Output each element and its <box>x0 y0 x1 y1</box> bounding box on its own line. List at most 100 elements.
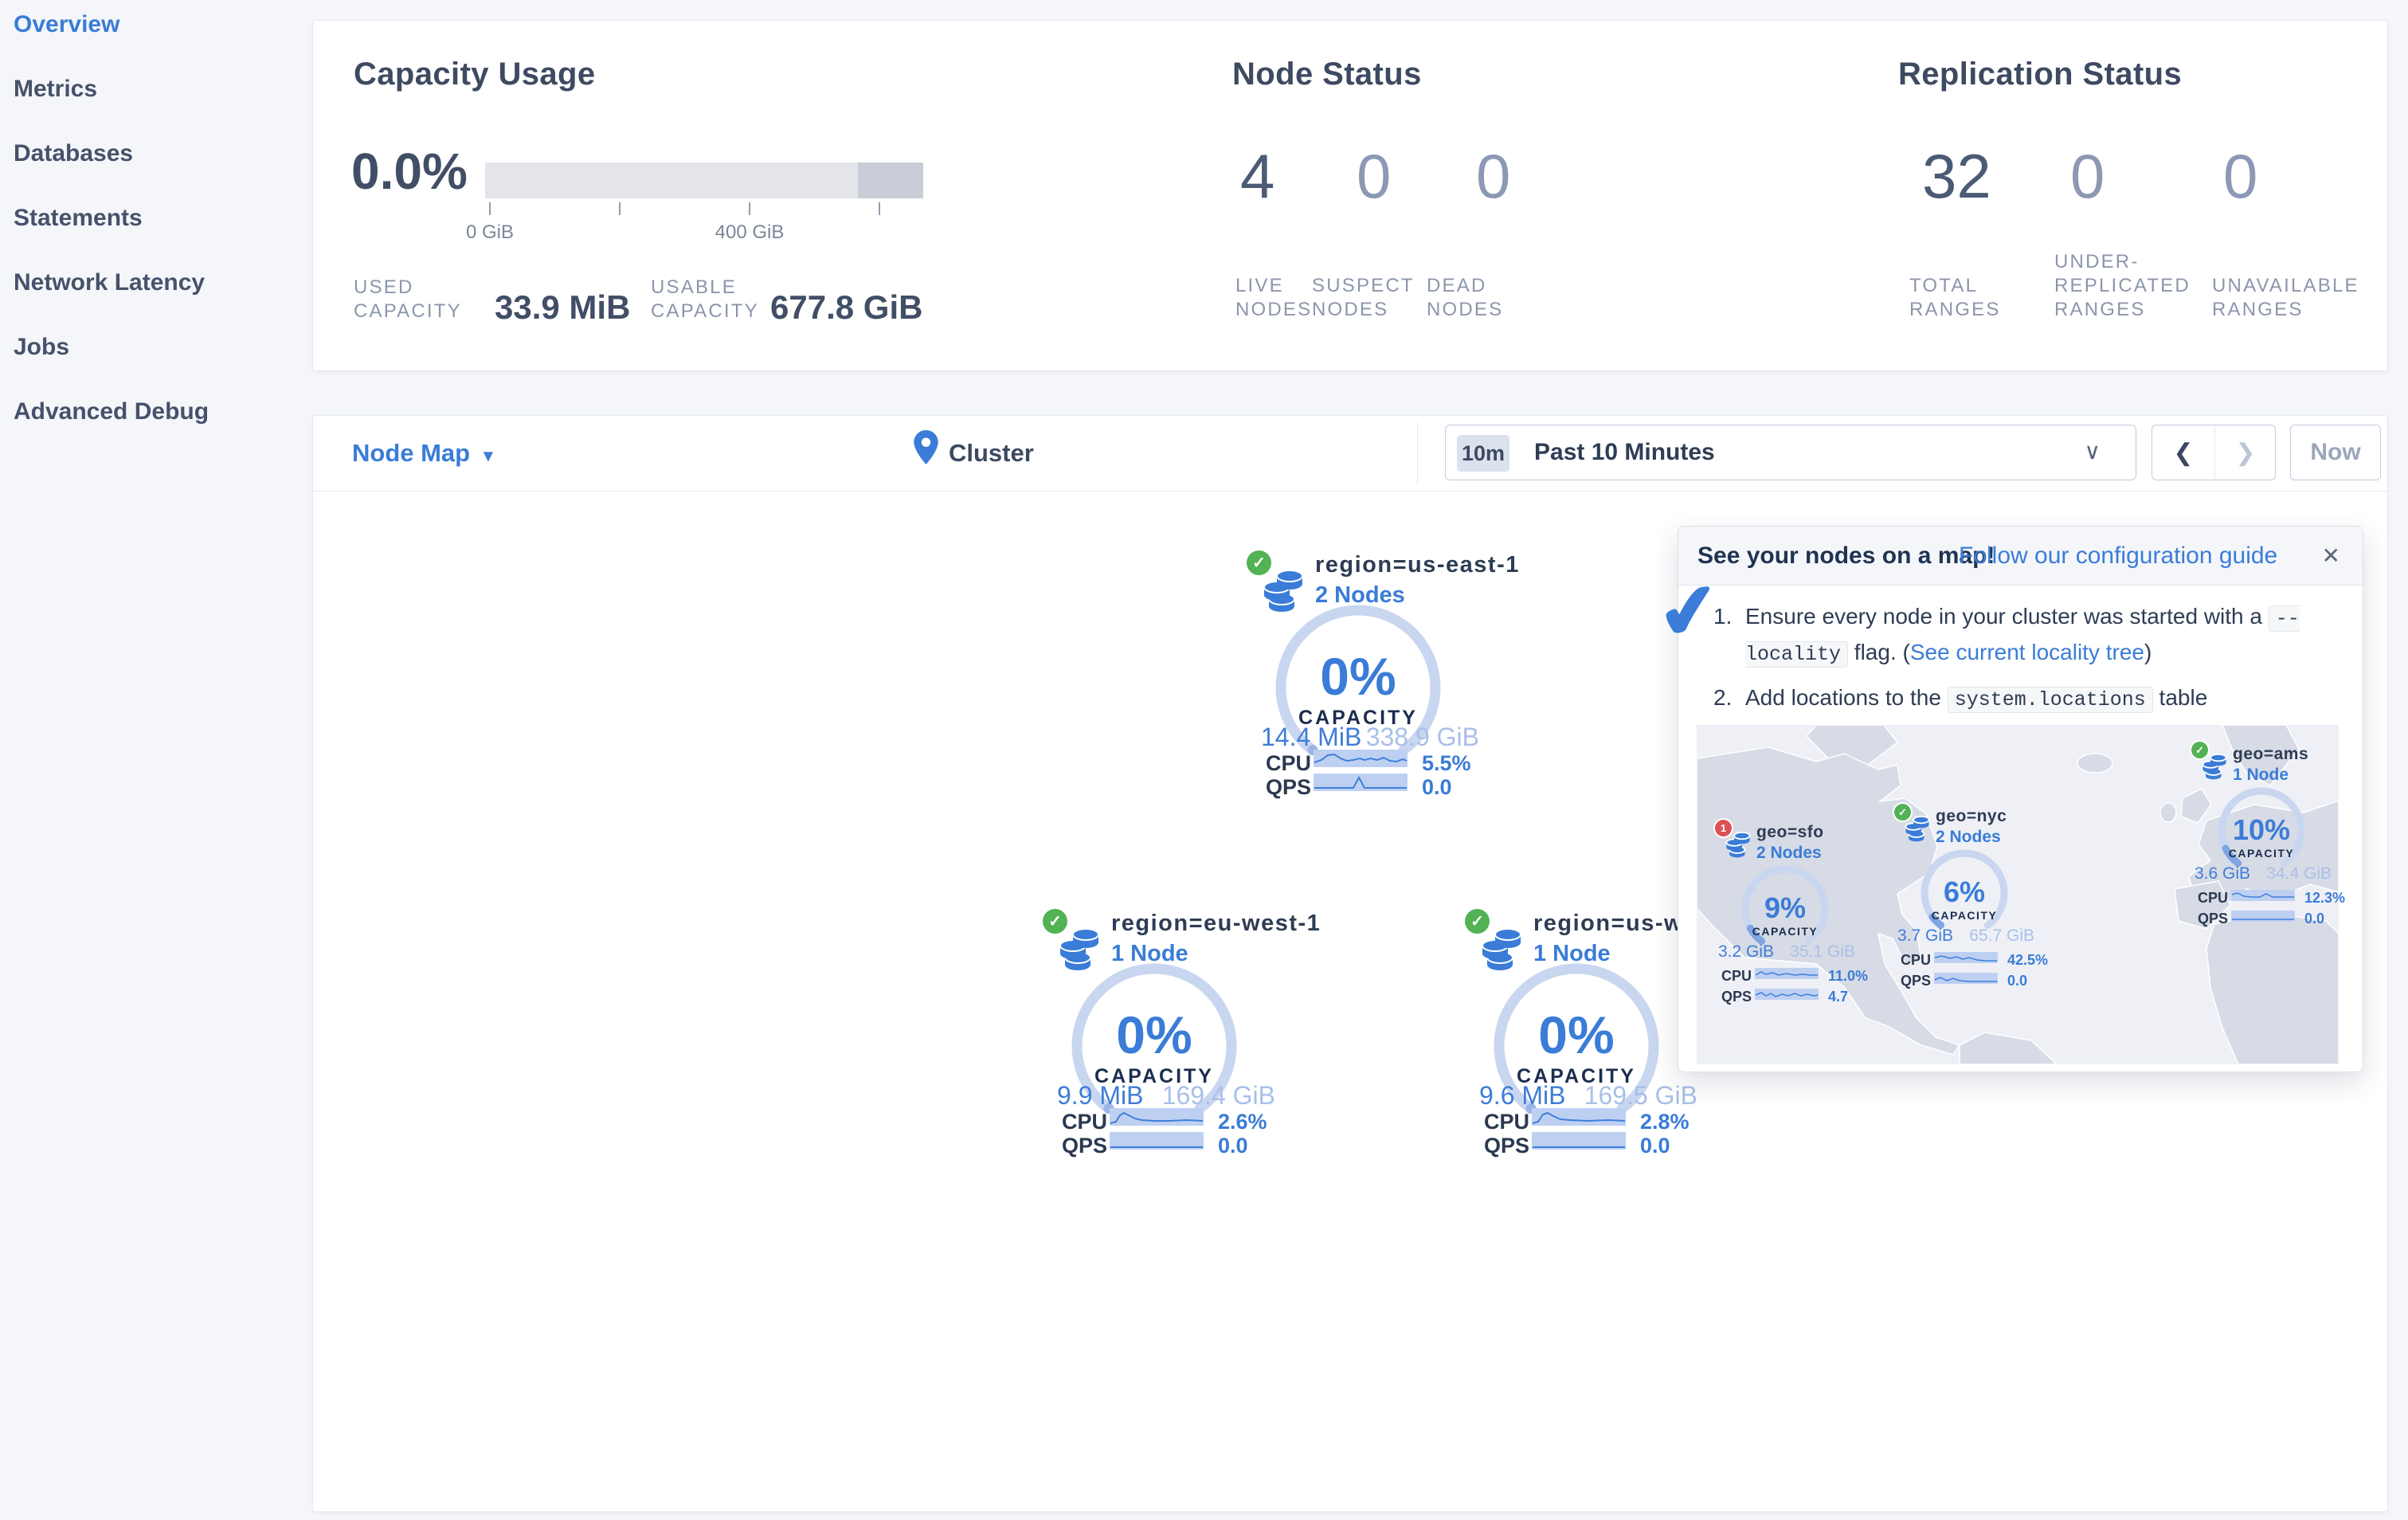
region-total-value: 338.9 GiB <box>1365 723 1479 751</box>
suspect-nodes-value: 0 <box>1357 141 1392 211</box>
sidebar-item-databases[interactable]: Databases <box>14 140 134 166</box>
database-stack-icon <box>2201 753 2228 784</box>
geo-name: geo=ams <box>2233 745 2309 763</box>
node-map-setup-popup: See your nodes on a map! Follow our conf… <box>1678 526 2363 1072</box>
region-used-value: 9.6 MiB <box>1479 1081 1566 1110</box>
node-map-toolbar: Node Map ▾ Cluster 10m Past 10 Minutes ∨… <box>313 416 2387 492</box>
qps-row-label: QPS <box>1901 973 1932 989</box>
step-1-text-a: Ensure every node in your cluster was st… <box>1745 604 2269 629</box>
qps-row-value: 4.7 <box>1828 989 1849 1005</box>
locality-tree-link[interactable]: See current locality tree <box>1909 640 2144 664</box>
geo-name: geo=nyc <box>1936 807 2007 825</box>
healthy-check-icon: ✓ <box>2191 742 2208 758</box>
qps-row-label: QPS <box>1484 1134 1530 1158</box>
dead-nodes-label: DEAD NODES <box>1427 275 1504 320</box>
sidebar-item-advanced-debug[interactable]: Advanced Debug <box>14 398 209 425</box>
geo-nodes-link[interactable]: 1 Node <box>2233 766 2289 784</box>
cpu-row-value: 42.5% <box>2007 952 2049 968</box>
toolbar-divider <box>1417 422 1418 484</box>
region-nodes-link[interactable]: 1 Node <box>1533 941 1611 966</box>
time-forward-button[interactable]: ❯ <box>2235 439 2256 466</box>
geo-total-value: 35.1 GiB <box>1790 942 1855 961</box>
unavailable-ranges-label: UNAVAILABLE RANGES <box>2212 275 2359 320</box>
qps-row-label: QPS <box>1062 1134 1108 1158</box>
unavailable-ranges-value: 0 <box>2223 141 2258 211</box>
close-icon[interactable]: ✕ <box>2321 543 2340 568</box>
qps-sparkline <box>1934 973 1998 988</box>
usable-capacity-label: USABLE CAPACITY <box>651 276 759 322</box>
node-status-title: Node Status <box>1232 57 1422 92</box>
geo-cluster-nyc[interactable]: ✓ geo=nyc 2 Nodes 6% CAPACITY 3.7 GiB 65… <box>1894 804 2048 1003</box>
qps-sparkline <box>1314 774 1408 795</box>
axis-tick <box>489 202 491 215</box>
cpu-sparkline <box>1934 952 1998 967</box>
caret-down-icon: ▾ <box>484 445 493 465</box>
step-2-number: 2. <box>1713 685 1733 710</box>
capacity-gauge <box>1917 845 2012 945</box>
geo-used-value: 3.6 GiB <box>2195 864 2251 883</box>
time-step-divider <box>2214 425 2215 480</box>
region-cluster-us-west-1[interactable]: ✓ region=us-west-1 1 Node 0% CAPACITY 9.… <box>1465 909 1742 1164</box>
popup-title: See your nodes on a map! <box>1697 543 1995 569</box>
cpu-sparkline <box>1314 750 1408 771</box>
time-step-buttons: ❮ ❯ <box>2152 425 2276 480</box>
geo-nodes-link[interactable]: 2 Nodes <box>1936 828 2001 846</box>
geo-cluster-ams[interactable]: ✓ geo=ams 1 Node 10% CAPACITY 3.6 GiB 34… <box>2191 742 2345 941</box>
time-range-label: Past 10 Minutes <box>1534 439 1715 465</box>
capacity-gauge-label: CAPACITY <box>1752 925 1819 938</box>
time-range-selector[interactable]: 10m Past 10 Minutes ∨ <box>1445 425 2136 480</box>
step-1-number: 1. <box>1713 604 1733 629</box>
qps-row-label: QPS <box>1266 775 1312 799</box>
total-ranges-label: TOTAL RANGES <box>1909 275 2001 320</box>
geo-name: geo=sfo <box>1756 823 1824 841</box>
sidebar-item-overview[interactable]: Overview <box>14 11 120 37</box>
geo-cluster-sfo[interactable]: 1 geo=sfo 2 Nodes 9% CAPACITY 3.2 GiB 35… <box>1715 820 1868 1019</box>
step-1-text: Ensure every node in your cluster was st… <box>1745 600 2351 672</box>
qps-row-value: 0.0 <box>1640 1134 1670 1158</box>
view-selector-label: Node Map <box>352 439 471 467</box>
region-nodes-link[interactable]: 2 Nodes <box>1315 582 1405 608</box>
now-button[interactable]: Now <box>2290 425 2381 480</box>
suspect-nodes-label: SUSPECT NODES <box>1312 275 1415 320</box>
sidebar-item-jobs[interactable]: Jobs <box>14 334 70 360</box>
region-used-value: 9.9 MiB <box>1057 1081 1144 1110</box>
region-name: region=us-east-1 <box>1315 552 1520 578</box>
capacity-bar <box>485 163 923 198</box>
cluster-summary-card: Capacity Usage 0.0% 0 GiB 400 GiB USED C… <box>312 20 2388 371</box>
cpu-row-value: 5.5% <box>1422 751 1471 775</box>
configuration-guide-link[interactable]: Follow our configuration guide <box>1959 543 2278 569</box>
capacity-usage-title: Capacity Usage <box>354 57 596 92</box>
qps-sparkline <box>1110 1132 1204 1154</box>
axis-tick <box>749 202 750 215</box>
database-stack-icon <box>1057 926 1102 975</box>
sidebar-item-statements[interactable]: Statements <box>14 205 143 231</box>
view-selector-dropdown[interactable]: Node Map ▾ <box>352 439 492 468</box>
qps-row-label: QPS <box>2198 911 2229 926</box>
sidebar-item-network-latency[interactable]: Network Latency <box>14 269 206 296</box>
map-pin-icon <box>914 430 938 464</box>
region-total-value: 169.4 GiB <box>1161 1081 1275 1110</box>
sidebar-item-metrics[interactable]: Metrics <box>14 76 98 102</box>
geo-total-value: 65.7 GiB <box>1969 926 2034 945</box>
capacity-gauge-label: CAPACITY <box>2228 847 2295 860</box>
under-replicated-ranges-label: UNDER-REPLICATED RANGES <box>2054 251 2191 320</box>
region-nodes-link[interactable]: 1 Node <box>1111 941 1188 966</box>
cpu-row-label: CPU <box>1266 751 1312 775</box>
axis-label-0gib: 0 GiB <box>465 221 515 243</box>
capacity-gauge <box>1737 861 1833 961</box>
cpu-row-label: CPU <box>1901 952 1932 968</box>
axis-tick <box>619 202 621 215</box>
region-cluster-eu-west-1[interactable]: ✓ region=eu-west-1 1 Node 0% CAPACITY 9.… <box>1043 909 1320 1164</box>
total-ranges-value: 32 <box>1922 141 1991 211</box>
time-back-button[interactable]: ❮ <box>2173 439 2194 466</box>
region-cluster-us-east-1[interactable]: ✓ region=us-east-1 2 Nodes 0% CAPACITY 1… <box>1247 550 1518 805</box>
capacity-gauge-percent: 6% <box>1943 876 1986 908</box>
breadcrumb[interactable]: Cluster <box>949 439 1034 467</box>
capacity-gauge-percent: 10% <box>2232 813 2291 846</box>
live-nodes-value: 4 <box>1240 141 1275 211</box>
healthy-check-icon: ✓ <box>1465 909 1490 934</box>
qps-row-value: 0.0 <box>2304 911 2325 926</box>
cpu-sparkline <box>2231 890 2295 905</box>
geo-nodes-link[interactable]: 2 Nodes <box>1756 844 1822 862</box>
